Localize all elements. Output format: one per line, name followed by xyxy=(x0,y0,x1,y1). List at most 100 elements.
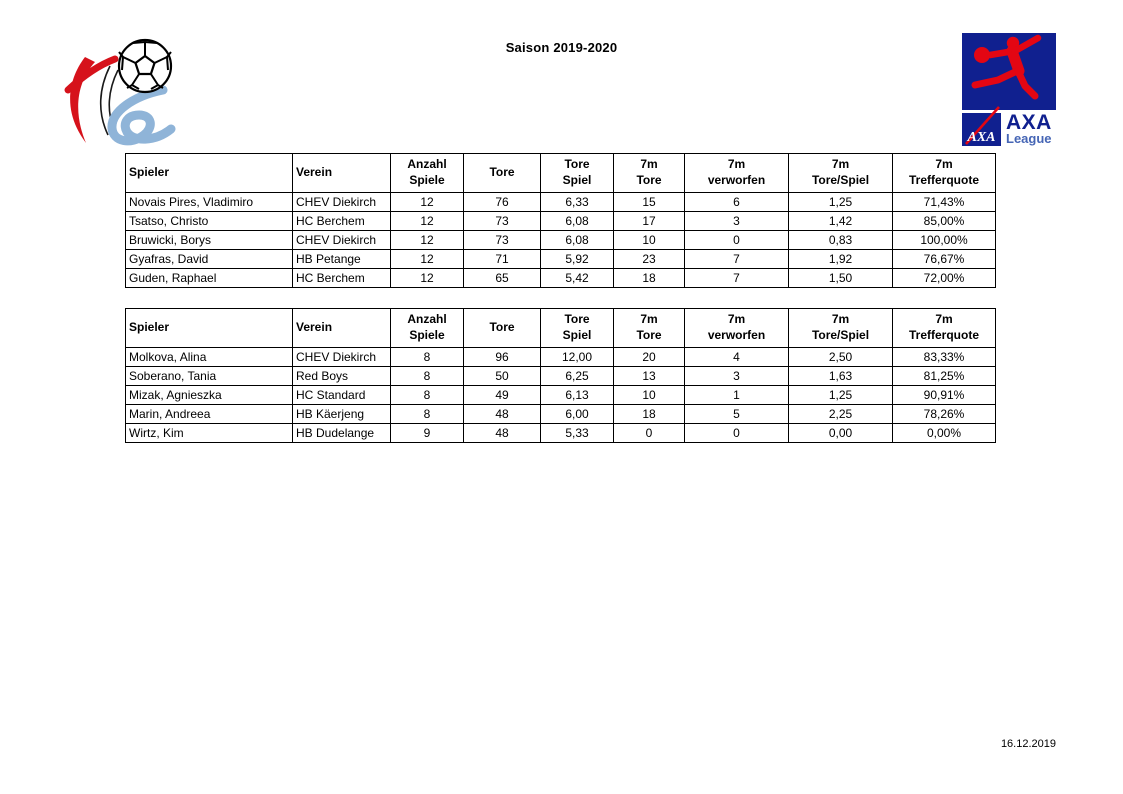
stat-cell: 48 xyxy=(463,423,541,443)
handball-player-icon xyxy=(962,33,1056,110)
axa-brand-icon: AXA xyxy=(962,106,1001,146)
column-header: 7m Tore/Spiel xyxy=(788,153,893,193)
stat-cell: 9 xyxy=(390,423,464,443)
axa-square-text: AXA xyxy=(967,129,996,145)
table-row: Guden, Raphael HC Berchem 12 65 5,42 18 7 1,50 7… xyxy=(125,268,996,288)
stat-cell: 12 xyxy=(390,192,464,212)
stat-cell: 8 xyxy=(390,385,464,405)
stat-cell: 6,08 xyxy=(540,230,614,250)
stat-cell: 0,83 xyxy=(788,230,893,250)
column-header: 7m verworfen xyxy=(684,153,789,193)
column-header: 7m Trefferquote xyxy=(892,308,996,348)
stat-cell: 15 xyxy=(613,192,685,212)
column-header: Verein xyxy=(292,308,391,348)
column-header: 7m Tore/Spiel xyxy=(788,308,893,348)
column-header: 7m Trefferquote xyxy=(892,153,996,193)
stat-cell: 8 xyxy=(390,347,464,367)
player-name-cell: Molkova, Alina xyxy=(125,347,293,367)
column-header: Tore xyxy=(463,153,541,193)
column-header: 7m verworfen xyxy=(684,308,789,348)
table-row: Bruwicki, Borys CHEV Diekirch 12 73 6,08 10 0 0… xyxy=(125,230,996,250)
table-row: Soberano, Tania Red Boys 8 50 6,25 13 3 1,63 81,… xyxy=(125,366,996,386)
stat-cell: 6,25 xyxy=(540,366,614,386)
stat-cell: 48 xyxy=(463,404,541,424)
table-row: Tsatso, Christo HC Berchem 12 73 6,08 17 3 1,42… xyxy=(125,211,996,231)
page-title: Saison 2019-2020 xyxy=(505,40,618,55)
player-name-cell: Mizak, Agnieszka xyxy=(125,385,293,405)
axa-league-label: League xyxy=(1006,131,1052,147)
stat-cell: 83,33% xyxy=(892,347,996,367)
flh-logo-graphic xyxy=(64,38,176,146)
column-header: Spieler xyxy=(125,153,293,193)
column-header: Tore Spiel xyxy=(540,308,614,348)
club-cell: HB Petange xyxy=(292,249,391,269)
flh-handball-logo xyxy=(63,30,181,148)
stat-cell: 71,43% xyxy=(892,192,996,212)
table-row: Mizak, Agnieszka HC Standard 8 49 6,13 10 1 1,2… xyxy=(125,385,996,405)
column-header: Verein xyxy=(292,153,391,193)
stat-cell: 0,00% xyxy=(892,423,996,443)
player-name-cell: Tsatso, Christo xyxy=(125,211,293,231)
player-name-cell: Bruwicki, Borys xyxy=(125,230,293,250)
stat-cell: 13 xyxy=(613,366,685,386)
stat-cell: 96 xyxy=(463,347,541,367)
column-header: 7m Tore xyxy=(613,153,685,193)
stat-cell: 78,26% xyxy=(892,404,996,424)
stat-cell: 12 xyxy=(390,268,464,288)
stat-cell: 0 xyxy=(613,423,685,443)
stat-cell: 8 xyxy=(390,366,464,386)
table-row: Molkova, Alina CHEV Diekirch 8 96 12,00 20 4 2,… xyxy=(125,347,996,367)
stat-cell: 1,63 xyxy=(788,366,893,386)
axa-wordmark: AXA xyxy=(1006,111,1052,134)
stat-cell: 20 xyxy=(613,347,685,367)
column-header: Anzahl Spiele xyxy=(390,153,464,193)
stat-cell: 71 xyxy=(463,249,541,269)
black-curve-outer xyxy=(99,65,111,136)
stat-cell: 7 xyxy=(684,249,789,269)
axa-logo-bottom-row: AXA AXA League xyxy=(962,106,1056,147)
table-row: Novais Pires, Vladimiro CHEV Diekirch 12 76… xyxy=(125,192,996,212)
stat-cell: 2,50 xyxy=(788,347,893,367)
stat-cell: 1,25 xyxy=(788,385,893,405)
column-header: Anzahl Spiele xyxy=(390,308,464,348)
player-name-cell: Marin, Andreea xyxy=(125,404,293,424)
stat-cell: 1 xyxy=(684,385,789,405)
table-row: Marin, Andreea HB Käerjeng 8 48 6,00 18 5 2,25 7… xyxy=(125,404,996,424)
table-row: Gyafras, David HB Petange 12 71 5,92 23 7 1,92 7… xyxy=(125,249,996,269)
stat-cell: 12,00 xyxy=(540,347,614,367)
stat-cell: 12 xyxy=(390,211,464,231)
stat-cell: 3 xyxy=(684,211,789,231)
stat-cell: 18 xyxy=(613,268,685,288)
stat-cell: 1,92 xyxy=(788,249,893,269)
top-scorers-table-women: Spieler Verein Anzahl Spiele Tore Tore Spiel… xyxy=(125,308,996,443)
header-row: Spieler Verein Anzahl Spiele Tore Tore Spiel… xyxy=(125,308,996,348)
club-cell: Red Boys xyxy=(292,366,391,386)
stat-cell: 6,00 xyxy=(540,404,614,424)
stat-cell: 18 xyxy=(613,404,685,424)
stat-cell: 49 xyxy=(463,385,541,405)
stat-cell: 81,25% xyxy=(892,366,996,386)
stat-cell: 0 xyxy=(684,423,789,443)
stat-cell: 76 xyxy=(463,192,541,212)
column-header: Tore Spiel xyxy=(540,153,614,193)
footer-date: 16.12.2019 xyxy=(1000,738,1056,750)
stat-cell: 73 xyxy=(463,211,541,231)
stat-cell: 6,08 xyxy=(540,211,614,231)
club-cell: CHEV Diekirch xyxy=(292,347,391,367)
blue-swoosh-shape xyxy=(107,85,176,146)
axa-wordmark-block: AXA League xyxy=(1006,111,1052,147)
stat-cell: 12 xyxy=(390,249,464,269)
club-cell: HC Standard xyxy=(292,385,391,405)
stat-cell: 76,67% xyxy=(892,249,996,269)
stat-cell: 3 xyxy=(684,366,789,386)
club-cell: HC Berchem xyxy=(292,211,391,231)
column-header: Spieler xyxy=(125,308,293,348)
club-cell: HB Käerjeng xyxy=(292,404,391,424)
stat-cell: 10 xyxy=(613,385,685,405)
stat-cell: 0 xyxy=(684,230,789,250)
stat-cell: 8 xyxy=(390,404,464,424)
column-header: Tore xyxy=(463,308,541,348)
stat-cell: 50 xyxy=(463,366,541,386)
stat-cell: 1,25 xyxy=(788,192,893,212)
stat-cell: 4 xyxy=(684,347,789,367)
